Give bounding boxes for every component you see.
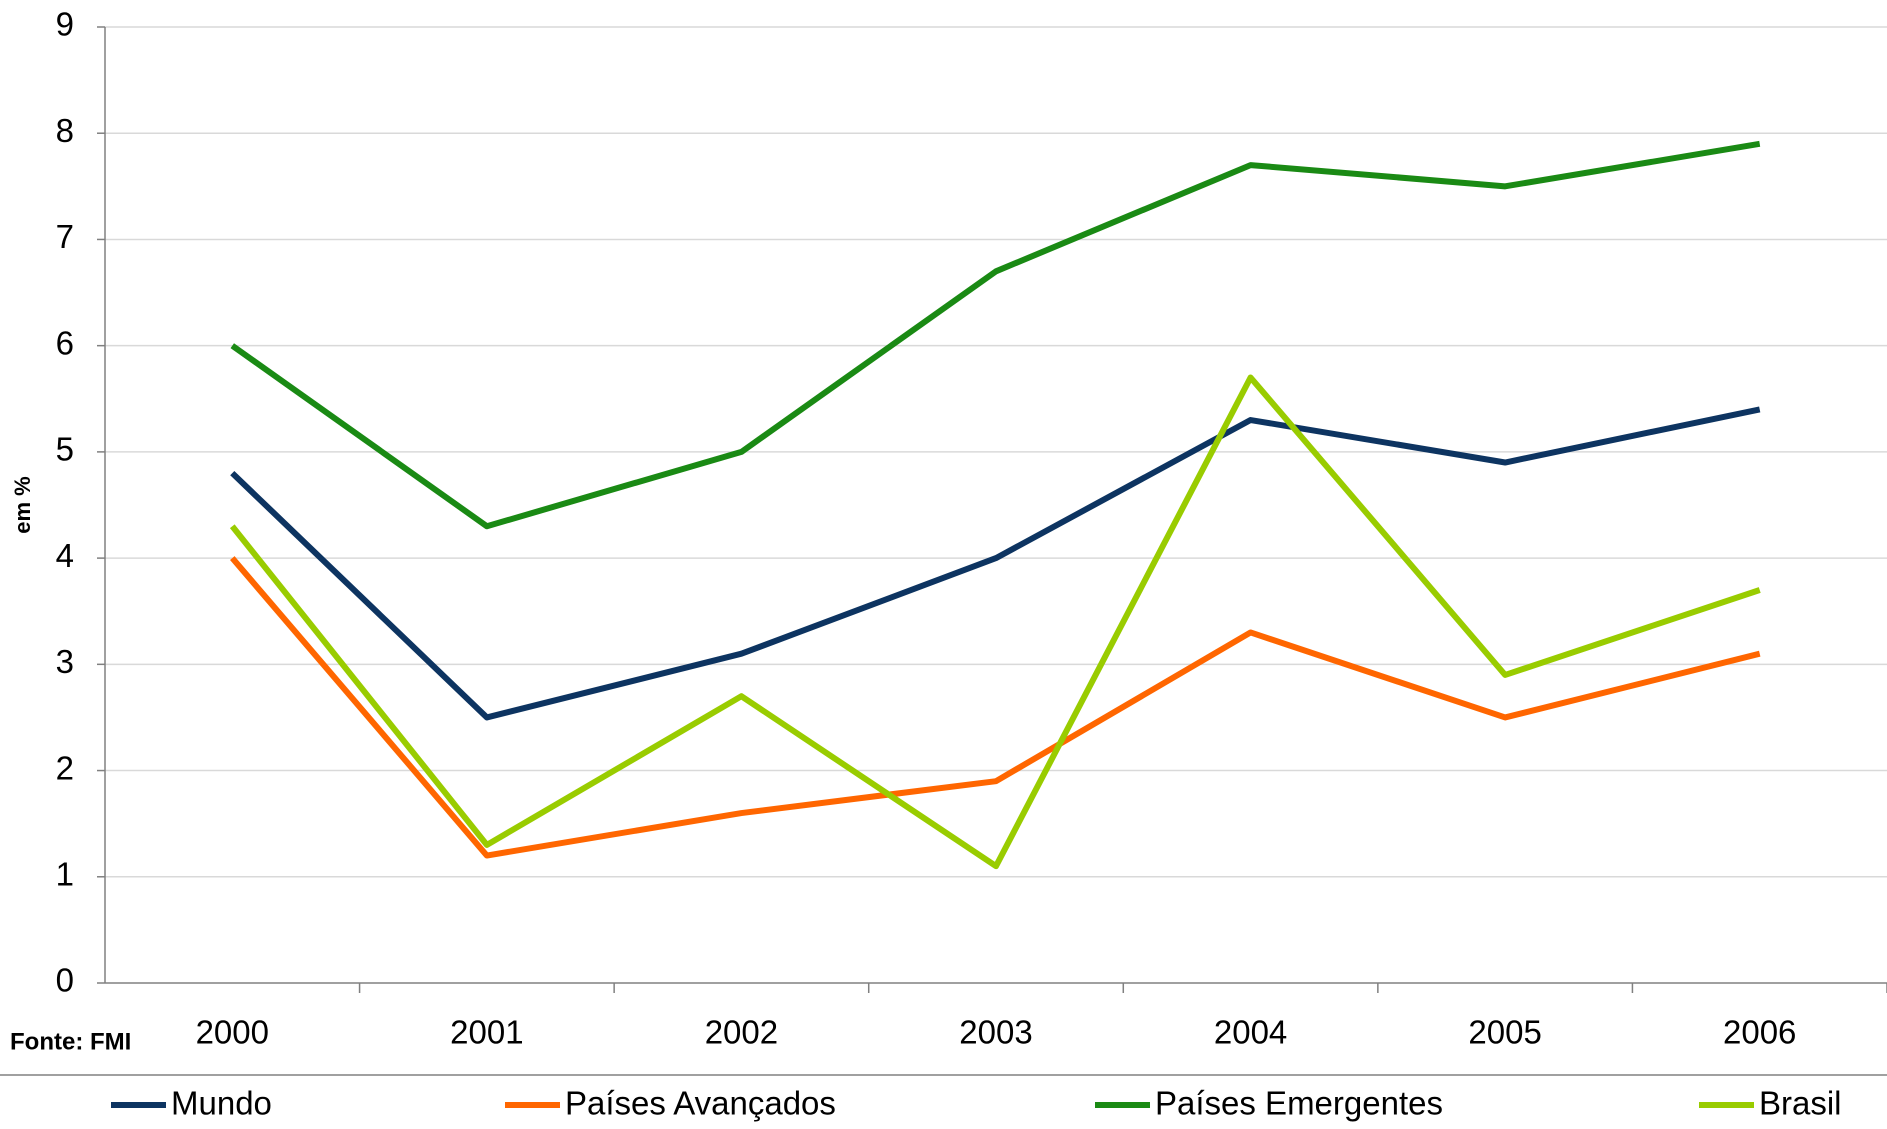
x-tick-label: 2004 bbox=[1214, 1014, 1287, 1051]
x-tick-label: 2001 bbox=[450, 1014, 523, 1051]
x-tick-label: 2005 bbox=[1468, 1014, 1541, 1051]
x-tick-label: 2000 bbox=[196, 1014, 269, 1051]
series-line bbox=[229, 374, 1761, 870]
y-tick-label: 5 bbox=[56, 431, 74, 468]
y-tick-label: 9 bbox=[56, 6, 74, 43]
y-tick-label: 4 bbox=[56, 537, 74, 574]
legend-label: Mundo bbox=[171, 1085, 272, 1122]
y-tick-label: 0 bbox=[56, 962, 74, 999]
y-tick-label: 6 bbox=[56, 324, 74, 361]
series-line bbox=[230, 406, 1761, 721]
y-axis-label: em % bbox=[10, 476, 35, 533]
series-line bbox=[230, 140, 1761, 530]
y-tick-label: 7 bbox=[56, 218, 74, 255]
legend-label: Países Emergentes bbox=[1155, 1085, 1443, 1122]
y-tick-label: 2 bbox=[56, 749, 74, 786]
legend-label: Países Avançados bbox=[565, 1085, 836, 1122]
y-tick-label: 8 bbox=[56, 112, 74, 149]
y-tick-label: 1 bbox=[56, 855, 74, 892]
series-line bbox=[230, 556, 1761, 859]
x-tick-label: 2002 bbox=[705, 1014, 778, 1051]
legend-label: Brasil bbox=[1759, 1085, 1842, 1122]
x-tick-label: 2003 bbox=[959, 1014, 1032, 1051]
x-tick-label: 2006 bbox=[1723, 1014, 1796, 1051]
y-tick-label: 3 bbox=[56, 643, 74, 680]
source-note: Fonte: FMI bbox=[10, 1028, 131, 1055]
